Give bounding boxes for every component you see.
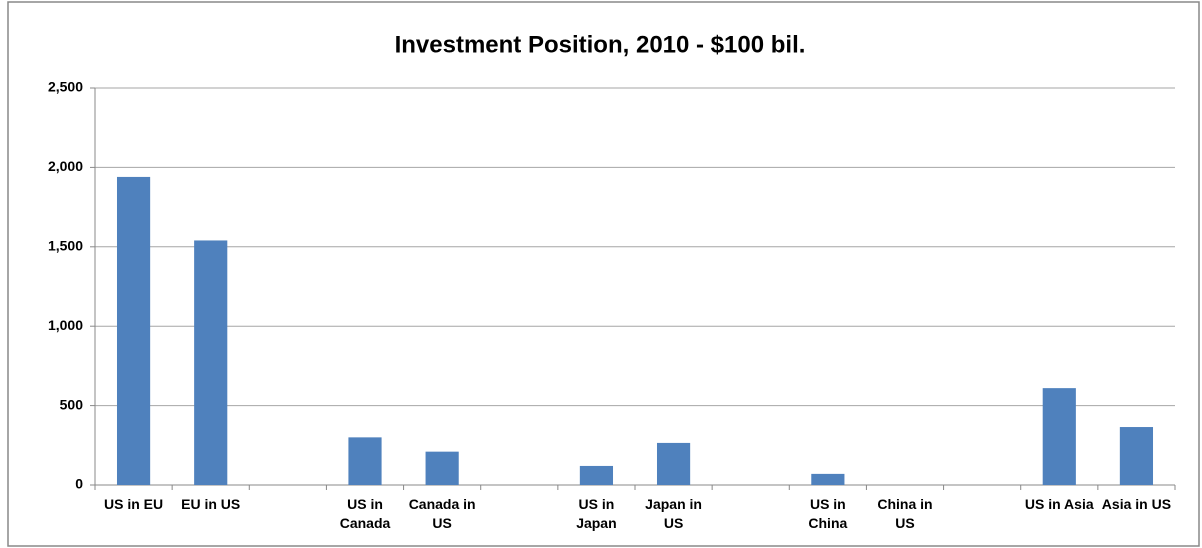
bar xyxy=(579,465,614,485)
x-tick-label: EU in US xyxy=(181,496,241,512)
y-tick-label: 500 xyxy=(60,396,84,412)
bar xyxy=(811,473,845,485)
x-tick-label: Canada in US xyxy=(408,496,476,531)
x-tick-label: US in Japan xyxy=(576,496,617,531)
x-tick-label: US in China xyxy=(808,496,848,531)
chart-title: Investment Position, 2010 - $100 bil. xyxy=(395,31,806,58)
bar xyxy=(656,442,691,485)
bar xyxy=(116,176,151,486)
bar xyxy=(1042,388,1076,485)
bar xyxy=(348,437,382,485)
x-tick-label: US in Canada xyxy=(339,496,391,531)
bar xyxy=(194,240,228,485)
x-tick-label: Japan in US xyxy=(645,496,702,531)
y-tick-label: 0 xyxy=(75,476,83,492)
x-tick-label: China in US xyxy=(877,496,933,531)
x-tick-label: Asia in US xyxy=(1101,496,1172,512)
y-tick-label: 2,000 xyxy=(48,158,83,174)
bar xyxy=(1119,427,1154,485)
x-tick-label: US in Asia xyxy=(1024,496,1094,512)
x-tick-label: US in EU xyxy=(104,496,164,512)
bar xyxy=(425,451,459,485)
chart-frame xyxy=(7,1,1200,547)
y-tick-label: 1,500 xyxy=(48,238,83,254)
y-tick-label: 2,500 xyxy=(48,79,83,95)
y-tick-label: 1,000 xyxy=(48,317,83,333)
